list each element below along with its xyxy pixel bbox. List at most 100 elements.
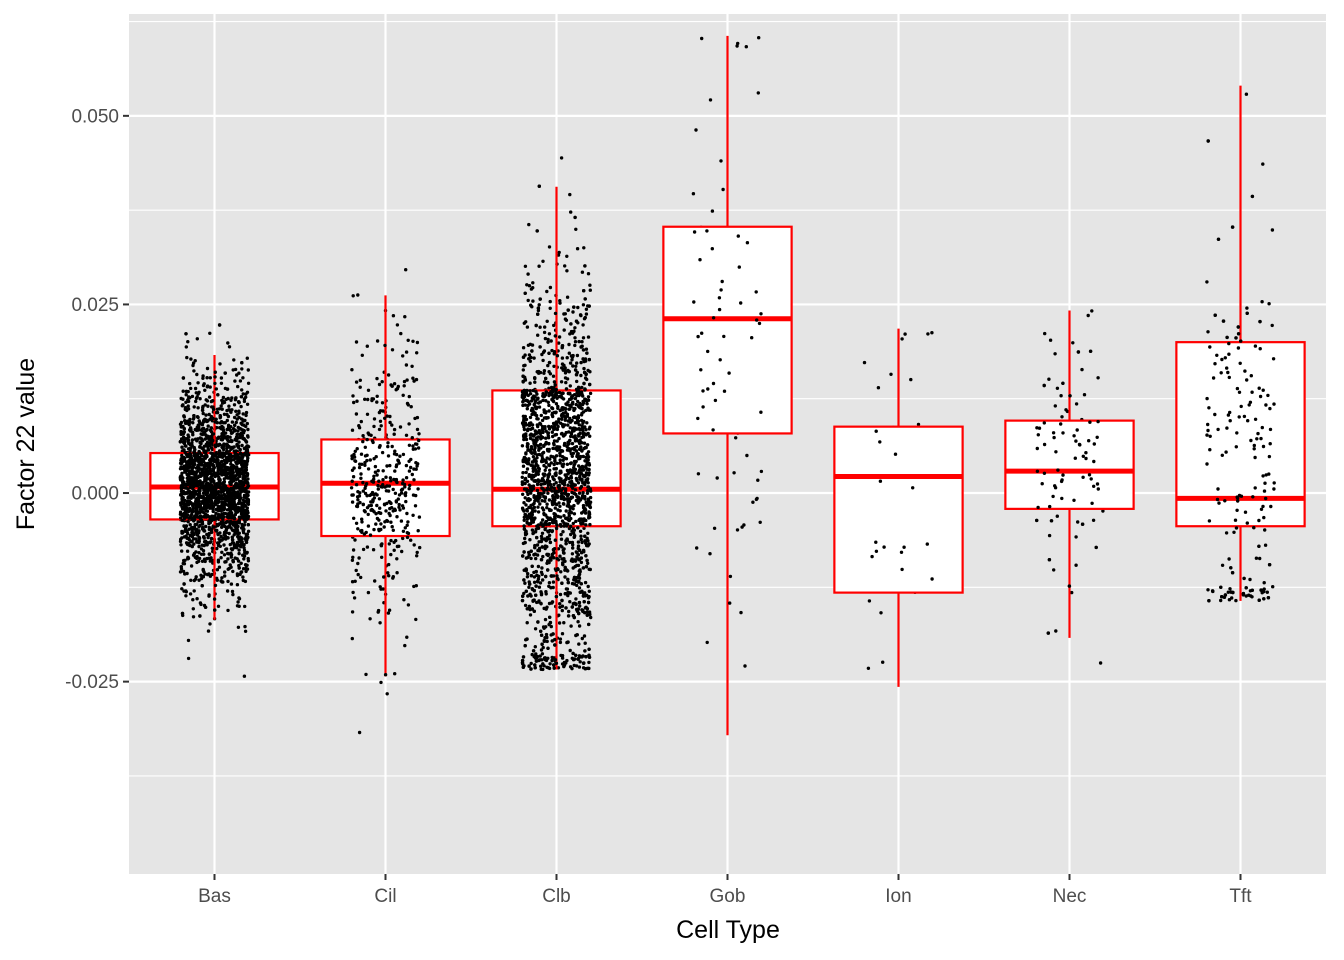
data-point — [563, 264, 567, 268]
data-point — [200, 559, 205, 563]
data-point — [551, 580, 556, 584]
data-point — [390, 423, 394, 427]
data-point — [208, 622, 212, 626]
data-point — [399, 331, 403, 336]
data-point — [546, 337, 550, 342]
data-point — [580, 270, 585, 274]
data-point — [568, 648, 572, 653]
data-point — [549, 558, 553, 562]
data-point — [188, 523, 192, 527]
data-point — [389, 538, 393, 543]
data-point — [568, 665, 573, 669]
data-point — [417, 432, 421, 436]
data-point — [558, 592, 563, 597]
data-point — [193, 386, 198, 391]
data-point — [363, 397, 367, 401]
data-point — [562, 328, 566, 332]
data-point — [387, 608, 392, 612]
data-point — [560, 608, 564, 613]
data-point — [243, 624, 247, 629]
data-point — [523, 581, 527, 585]
data-point — [523, 603, 528, 608]
data-point — [580, 636, 584, 641]
data-point — [559, 532, 563, 537]
data-point — [547, 245, 552, 249]
data-point — [532, 575, 537, 579]
data-point — [185, 355, 189, 360]
data-point — [223, 574, 227, 578]
data-point — [229, 547, 234, 551]
data-point — [231, 368, 235, 372]
data-point — [582, 366, 586, 371]
data-point — [194, 577, 198, 581]
data-point — [552, 364, 556, 368]
data-point — [548, 285, 553, 290]
data-point — [350, 368, 354, 372]
data-point — [227, 404, 231, 408]
data-point — [221, 395, 226, 400]
data-point — [192, 551, 197, 556]
data-point — [356, 572, 360, 577]
data-point — [378, 419, 383, 423]
data-point — [406, 403, 410, 407]
data-point — [559, 570, 563, 574]
data-point — [577, 665, 582, 669]
data-point — [225, 536, 230, 540]
data-point — [242, 674, 247, 678]
data-point — [402, 384, 406, 388]
data-point — [542, 330, 547, 335]
data-point — [181, 389, 185, 393]
data-point — [415, 554, 419, 558]
data-point — [576, 540, 581, 544]
data-point — [235, 573, 240, 578]
data-point — [580, 540, 584, 545]
data-point — [542, 371, 546, 375]
data-point — [238, 448, 242, 452]
data-point — [205, 366, 210, 371]
data-point — [538, 581, 543, 585]
data-point — [378, 621, 382, 625]
data-point — [375, 394, 379, 398]
data-point — [559, 156, 564, 160]
data-point — [242, 543, 246, 547]
data-point — [246, 427, 250, 432]
data-point — [184, 400, 188, 404]
data-point — [190, 441, 194, 445]
data-point — [522, 591, 526, 596]
data-point — [235, 413, 239, 417]
data-point — [579, 360, 583, 365]
data-point — [217, 537, 221, 541]
data-point — [194, 530, 198, 534]
data-point — [418, 545, 422, 550]
data-point — [390, 348, 395, 352]
data-point — [406, 338, 410, 342]
data-point — [379, 424, 383, 428]
data-point — [237, 596, 241, 600]
data-point — [401, 354, 405, 358]
data-point — [366, 590, 371, 595]
data-point — [528, 381, 532, 385]
data-point — [531, 281, 535, 285]
data-point — [543, 336, 548, 341]
data-point — [232, 358, 236, 362]
data-point — [225, 589, 230, 593]
data-point — [352, 596, 357, 600]
data-point — [403, 643, 407, 648]
data-point — [580, 340, 584, 344]
data-point — [191, 598, 195, 602]
data-point — [586, 272, 591, 276]
data-point — [184, 393, 188, 397]
data-point — [404, 363, 409, 367]
data-point — [551, 374, 556, 378]
data-point — [219, 534, 223, 539]
data-point — [541, 259, 545, 263]
data-point — [245, 567, 250, 571]
data-point — [241, 392, 245, 396]
data-point — [414, 377, 419, 382]
data-point — [385, 692, 389, 696]
data-point — [523, 264, 528, 268]
data-point — [535, 543, 540, 547]
data-point — [364, 672, 368, 677]
data-point — [200, 543, 204, 547]
data-point — [240, 388, 244, 392]
